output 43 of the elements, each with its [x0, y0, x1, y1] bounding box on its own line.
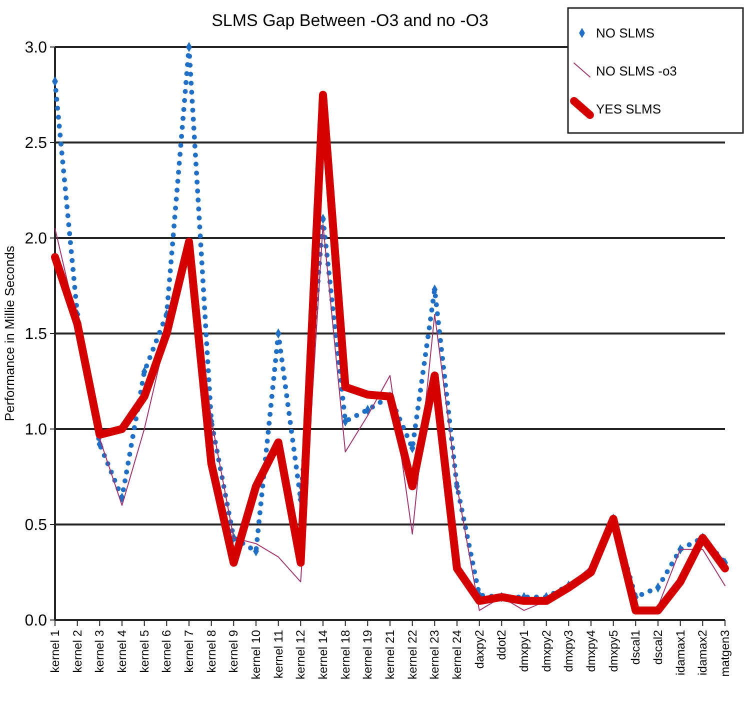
y-tick-label: 1.5	[24, 326, 48, 344]
x-tick-label: kernel 7	[182, 630, 196, 673]
y-axis-title: Performance in Millie Seconds	[2, 245, 17, 422]
x-tick-label: ddot2	[494, 630, 509, 660]
x-tick-label: kernel 23	[428, 630, 442, 680]
x-tick-label: idamax1	[673, 630, 688, 676]
x-tick-label: dmxpy2	[539, 630, 554, 672]
x-tick-label: kernel 9	[226, 630, 241, 673]
x-tick-label: kernel 10	[249, 630, 263, 680]
legend-label: NO SLMS -o3	[596, 64, 677, 79]
legend-label: YES SLMS	[596, 102, 662, 117]
y-tick-label: 2.5	[24, 135, 48, 152]
chart-title: SLMS Gap Between -O3 and no -O3	[212, 11, 488, 30]
x-tick-label: kernel 14	[316, 630, 330, 680]
y-tick-label: 0.0	[24, 612, 48, 630]
x-tick-label: kernel 3	[92, 630, 107, 673]
x-tick-label: kernel 12	[294, 630, 308, 680]
x-tick-label: matgen3	[718, 630, 732, 677]
x-tick-label: daxpy2	[472, 630, 486, 669]
x-tick-label: dmxpy5	[606, 630, 620, 672]
x-tick-label: dscal2	[651, 630, 665, 665]
x-tick-label: dscal1	[628, 630, 643, 665]
y-tick-label: 1.0	[24, 422, 48, 439]
x-tick-label: kernel 24	[450, 630, 464, 680]
x-tick-label: kernel 11	[271, 630, 286, 678]
legend-label: NO SLMS	[596, 26, 655, 41]
y-tick-label: 0.5	[24, 517, 48, 534]
y-tick-label: 3.0	[24, 40, 48, 57]
x-tick-label: kernel 19	[360, 630, 375, 680]
x-tick-label: kernel 4	[115, 630, 129, 673]
x-tick-label: kernel 2	[70, 630, 84, 673]
x-tick-label: idamax2	[696, 630, 710, 676]
x-tick-label: dmxpy3	[562, 630, 576, 672]
x-tick-label: kernel 18	[338, 630, 352, 680]
x-tick-label: kernel 8	[204, 630, 218, 673]
x-tick-label: kernel 21	[383, 630, 397, 680]
x-tick-label: kernel 5	[137, 630, 152, 673]
x-tick-label: kernel 22	[405, 630, 420, 680]
x-tick-label: dmxpy4	[584, 630, 598, 672]
x-tick-label: dmxpy1	[517, 630, 531, 672]
y-tick-label: 2.0	[24, 230, 48, 248]
x-tick-label: kernel 1	[48, 630, 62, 673]
x-tick-label: kernel 6	[160, 630, 174, 673]
